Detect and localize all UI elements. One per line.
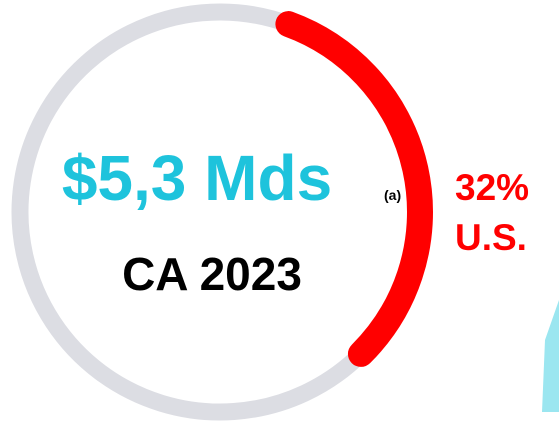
segment-label: U.S. xyxy=(455,217,527,258)
center-subtitle: CA 2023 xyxy=(122,248,302,300)
center-value: $5,3 Mds xyxy=(62,142,332,214)
donut-segment xyxy=(11,3,367,421)
decoration xyxy=(542,300,559,412)
segment-value-label: 32% xyxy=(455,167,529,208)
donut-segment xyxy=(275,11,433,367)
center-note: (a) xyxy=(384,187,401,203)
